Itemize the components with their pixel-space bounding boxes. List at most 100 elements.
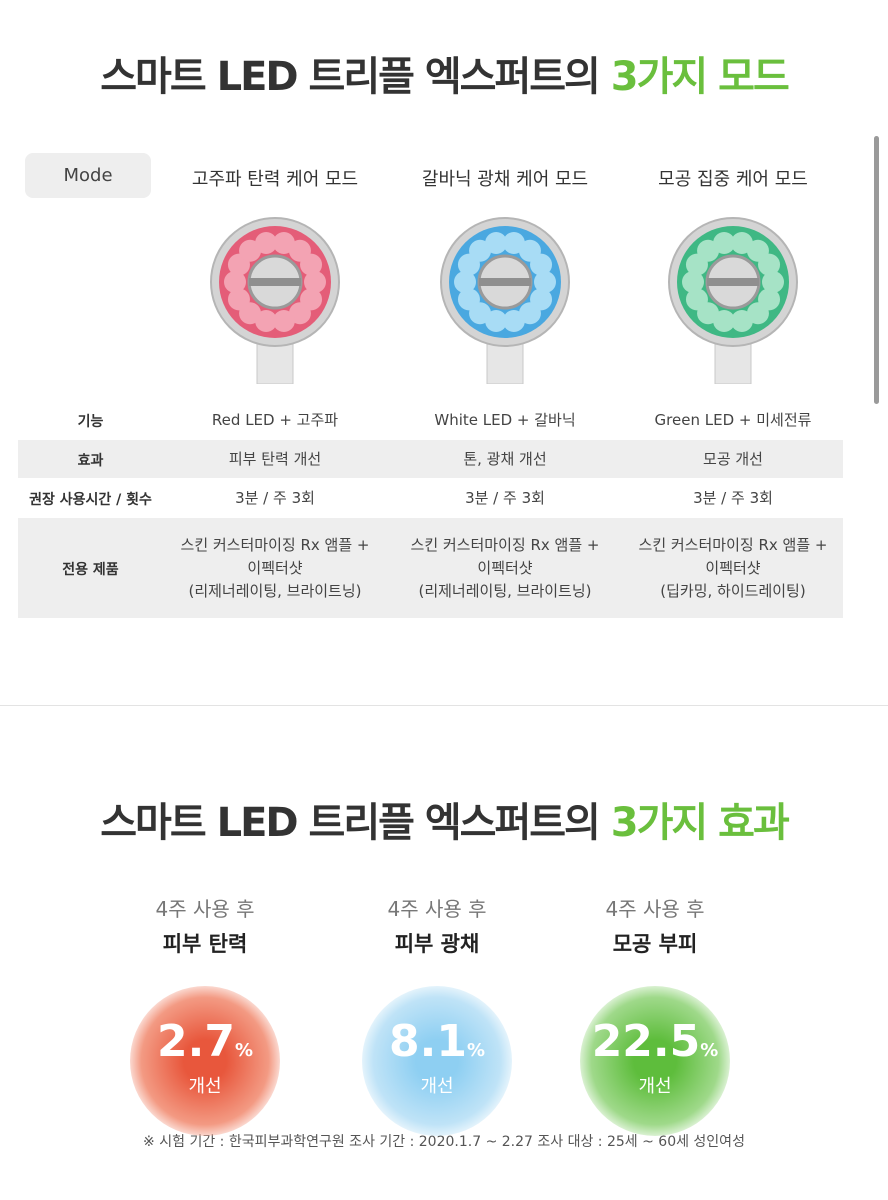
stat-unit: % [700, 1040, 719, 1061]
table-cell: 스킨 커스터마이징 Rx 앰플 + 이펙터샷 (리제너레이팅, 브라이트닝) [390, 534, 620, 603]
cell-line: (딥카밍, 하이드레이팅) [660, 581, 806, 600]
led [304, 271, 326, 293]
table-cell: 스킨 커스터마이징 Rx 앰플 + 이펙터샷 (딥카밍, 하이드레이팅) [618, 534, 848, 603]
device-bar [249, 278, 301, 286]
section-title: 스마트 LED 트리플 엑스퍼트의 3가지 모드 [0, 44, 888, 102]
cell-line: (리제너레이팅, 브라이트닝) [188, 581, 362, 600]
stat-label: 피부 광채 [394, 932, 480, 956]
row-label: 전용 제품 [62, 562, 119, 578]
cell-line: 이펙터샷 [247, 558, 303, 577]
led [502, 309, 525, 332]
title-highlight: 3가지 효과 [610, 800, 790, 846]
device-illustration [440, 217, 570, 384]
table-row: 전용 제품 스킨 커스터마이징 Rx 앰플 + 이펙터샷 (리제너레이팅, 브라이트닝… [18, 518, 843, 618]
table-cell: 모공 개선 [618, 448, 848, 471]
stat-value-wrap: 8.1% [362, 1016, 512, 1067]
stat-circle: 2.7% 개선 [130, 986, 280, 1136]
led [485, 232, 508, 255]
table-row: 효과 피부 탄력 개선 톤, 광채 개선 모공 개선 [18, 440, 843, 478]
mode-name: 고주파 탄력 케어 모드 [191, 169, 359, 190]
table-cell: White LED + 갈바닉 [390, 409, 620, 432]
led [227, 288, 250, 311]
stat-label: 모공 부피 [612, 932, 698, 956]
cell-line: 3분 / 주 3회 [235, 488, 315, 507]
stat-period: 4주 사용 후 [605, 897, 705, 921]
stat-label: 피부 탄력 [162, 932, 248, 956]
table-cell: Red LED + 고주파 [160, 409, 390, 432]
stat-value: 22.5 [591, 1016, 701, 1067]
table-cell: 톤, 광채 개선 [390, 448, 620, 471]
device-bar [479, 278, 531, 286]
cell-line: 3분 / 주 3회 [693, 488, 773, 507]
cell-line: 톤, 광채 개선 [463, 449, 547, 468]
row-label: 권장 사용시간 / 횟수 [29, 492, 152, 508]
cell-line: 3분 / 주 3회 [465, 488, 545, 507]
led [300, 253, 323, 276]
stat-note: 개선 [638, 1076, 672, 1097]
led [730, 309, 753, 332]
led [534, 271, 556, 293]
stat-note: 개선 [188, 1076, 222, 1097]
stat-circle: 22.5% 개선 [580, 986, 730, 1136]
cell-line: 이펙터샷 [477, 558, 533, 577]
cell-line: 스킨 커스터마이징 Rx 앰플 + [410, 535, 600, 554]
scrollbar[interactable] [874, 136, 879, 404]
led [713, 232, 736, 255]
led [224, 271, 246, 293]
title-text: 스마트 LED 트리플 엑스퍼트의 [100, 800, 601, 846]
cell-line: 모공 개선 [703, 449, 763, 468]
cell-line: 이펙터샷 [705, 558, 761, 577]
table-cell: 3분 / 주 3회 [390, 487, 620, 510]
device-illustration [210, 217, 340, 384]
led [255, 232, 278, 255]
stat-note: 개선 [420, 1076, 454, 1097]
table-row: 기능 Red LED + 고주파 White LED + 갈바닉 Green LED … [18, 400, 843, 440]
led [530, 253, 553, 276]
title-text: 스마트 LED 트리플 엑스퍼트의 [100, 54, 601, 100]
stat-value-wrap: 2.7% [130, 1016, 280, 1067]
cell-line: (리제너레이팅, 브라이트닝) [418, 581, 592, 600]
table-cell: 3분 / 주 3회 [160, 487, 390, 510]
table-cell: 3분 / 주 3회 [618, 487, 848, 510]
section-title: 스마트 LED 트리플 엑스퍼트의 3가지 효과 [0, 790, 888, 848]
device-bar [707, 278, 759, 286]
cell-line: 스킨 커스터마이징 Rx 앰플 + [180, 535, 370, 554]
led [272, 309, 295, 332]
table-cell: 스킨 커스터마이징 Rx 앰플 + 이펙터샷 (리제너레이팅, 브라이트닝) [160, 534, 390, 603]
mode-name: 모공 집중 케어 모드 [658, 169, 808, 190]
table-cell: 피부 탄력 개선 [160, 448, 390, 471]
stat-value-wrap: 22.5% [580, 1016, 730, 1067]
led [685, 288, 708, 311]
stat-period: 4주 사용 후 [387, 897, 487, 921]
led [758, 253, 781, 276]
mode-label: Mode [25, 153, 151, 198]
table-cell: Green LED + 미세전류 [618, 409, 848, 432]
row-label: 기능 [77, 414, 104, 430]
led [682, 271, 704, 293]
stat-value: 2.7 [157, 1016, 235, 1067]
mode-name: 갈바닉 광채 케어 모드 [421, 169, 589, 190]
device-illustration [668, 217, 798, 384]
stat-period: 4주 사용 후 [155, 897, 255, 921]
stat-unit: % [466, 1040, 485, 1061]
stat-value: 8.1 [389, 1016, 467, 1067]
title-highlight: 3가지 모드 [610, 54, 790, 100]
cell-line: White LED + 갈바닉 [434, 410, 576, 429]
led [457, 288, 480, 311]
led [762, 271, 784, 293]
cell-line: 피부 탄력 개선 [228, 449, 322, 468]
cell-line: Red LED + 고주파 [211, 410, 339, 429]
divider [0, 705, 888, 706]
row-label: 효과 [77, 453, 104, 469]
table-row: 권장 사용시간 / 횟수 3분 / 주 3회 3분 / 주 3회 3분 / 주 3회 [18, 478, 843, 518]
led [454, 271, 476, 293]
footnote: ※ 시험 기간 : 한국피부과학연구원 조사 기간 : 2020.1.7 ~ 2… [143, 1134, 745, 1150]
stat-circle: 8.1% 개선 [362, 986, 512, 1136]
stat-unit: % [234, 1040, 253, 1061]
cell-line: 스킨 커스터마이징 Rx 앰플 + [638, 535, 828, 554]
cell-line: Green LED + 미세전류 [654, 410, 812, 429]
